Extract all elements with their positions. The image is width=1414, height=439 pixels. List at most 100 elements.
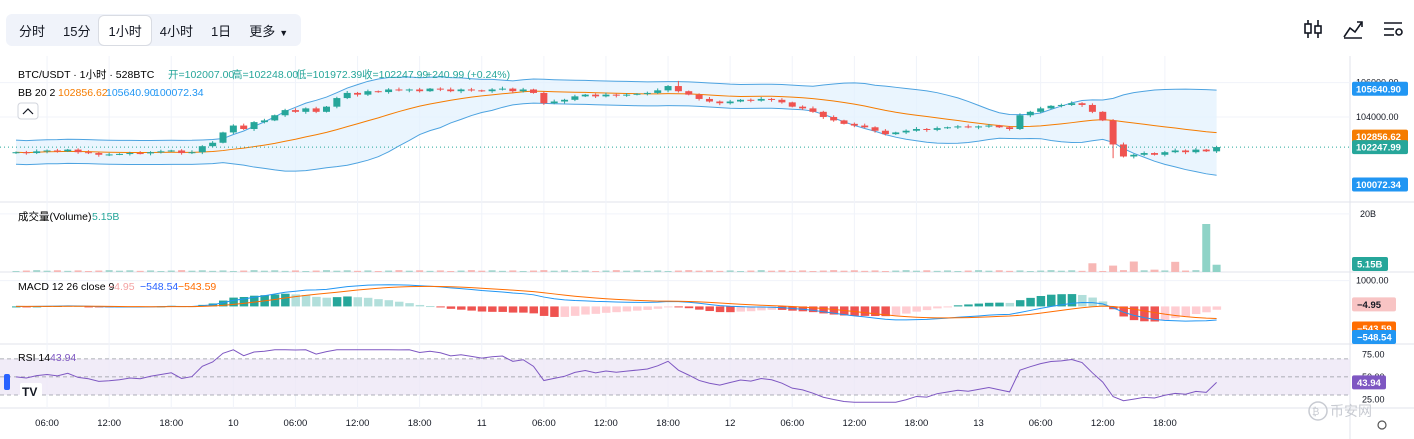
price-chart[interactable]: 06:00 12:00 18:00 10 06:00 12:00 18:00 11 06:00 1… [0, 56, 1414, 439]
volume-bar [426, 270, 434, 272]
collapse-legend-button[interactable] [17, 102, 39, 120]
candle-body [633, 93, 641, 95]
macd-tag-text: −543.59 [1357, 324, 1392, 335]
vol-tag-text: 5.15B [1357, 260, 1382, 271]
volume-bar [861, 270, 869, 272]
macd-hist-bar [953, 305, 963, 307]
volume-bar [705, 270, 713, 272]
volume-bar [643, 270, 651, 272]
vol-tag-bg [1352, 257, 1388, 271]
volume-bar [147, 270, 155, 272]
macd-hist-bar [1171, 306, 1180, 319]
candle-body [447, 89, 455, 92]
volume-bar [778, 270, 786, 272]
timeframe-tab-3[interactable]: 4小时 [159, 23, 193, 39]
candle-body [788, 102, 796, 107]
volume-bar [333, 270, 341, 272]
candle-body [954, 126, 962, 128]
volume-bar [654, 270, 662, 272]
macd-hist-bar [974, 303, 984, 307]
time-settings-icon[interactable] [1377, 420, 1387, 430]
volume-bar [1047, 270, 1055, 272]
macd-hist-bar [446, 306, 456, 309]
volume-spike [1202, 224, 1211, 272]
volume-bar [478, 270, 486, 272]
macd-y-tick: 1000.00 [1356, 276, 1389, 286]
candle-body [819, 111, 827, 117]
x-tick-label: 06:00 [532, 418, 556, 429]
macd-hist-bar [1005, 302, 1015, 307]
x-tick-label: 18:00 [905, 418, 929, 429]
candle-body [323, 106, 330, 112]
candle-body [354, 92, 362, 95]
candle-body [312, 108, 320, 112]
price-tag-close: 102247.99 [1352, 140, 1408, 155]
volume-bar [157, 270, 165, 272]
rsi-panel [0, 349, 1350, 403]
candle-body [654, 90, 662, 93]
macd-tag-text: −4.95 [1357, 300, 1382, 311]
watermark-text: 币安网 [1330, 403, 1372, 419]
pane-handle[interactable] [4, 374, 10, 390]
chevron-down-icon: ▼ [279, 27, 289, 38]
candle-body [333, 98, 341, 107]
candle-body [1182, 150, 1190, 153]
macd-hist-bar [633, 306, 642, 311]
timeframe-tab-2[interactable]: 1小时 [99, 15, 151, 45]
candle-body [229, 125, 237, 133]
volume-bar [1057, 270, 1065, 272]
volume-bar [416, 270, 424, 272]
volume-bar [136, 270, 144, 272]
macd-hist-bar [1202, 306, 1211, 313]
timeframe-tab-4[interactable]: 1日 [210, 23, 232, 39]
macd-hist-bar [684, 306, 694, 309]
compare-icon[interactable] [1340, 16, 1366, 42]
volume-bar [561, 270, 569, 272]
candle-body [457, 89, 465, 92]
macd-hist-bar [498, 306, 507, 312]
price-tag-upper: 105640.90 [1352, 81, 1408, 96]
candle-body [768, 98, 776, 100]
macd-hist-bar [1140, 306, 1149, 322]
macd-hist-bar [757, 306, 766, 311]
volume-bar [902, 270, 910, 272]
x-tick-label: 12:00 [594, 418, 618, 429]
candle-body [157, 151, 165, 153]
candle-body [1006, 127, 1014, 129]
macd-hist-bar [622, 306, 632, 312]
candle-body [498, 88, 506, 90]
candle-body [902, 130, 910, 133]
candle-body [871, 127, 879, 131]
volume-bar [354, 270, 362, 272]
macd-title: MACD 12 26 close 9 [18, 281, 114, 293]
volume-bar [840, 270, 848, 272]
candle-body [1037, 108, 1045, 112]
volume-bar [788, 270, 796, 272]
vol-tag: 5.15B [1352, 257, 1388, 271]
timeframe-tab-0[interactable]: 分时 [19, 23, 46, 39]
candle-body [737, 99, 744, 102]
volume-bar [1037, 270, 1045, 272]
volume-bar [364, 270, 372, 272]
macd-hist-bar [467, 306, 476, 311]
indicators-icon[interactable] [1300, 16, 1326, 42]
candle-body [799, 106, 807, 109]
macd-hist-bar [653, 306, 663, 309]
more-timeframes-button[interactable]: 更多 ▼ [240, 16, 297, 45]
macd-hist-bar [312, 296, 321, 307]
chart-toolbar-icons [1300, 16, 1406, 42]
macd-hist-bar [767, 306, 777, 310]
macd-hist-bar [477, 306, 487, 312]
macd-hist-bar [363, 297, 373, 307]
candle-body [12, 152, 20, 154]
candle-body [592, 94, 600, 97]
macd-hist-bar [1160, 306, 1170, 321]
volume-bar [799, 270, 807, 272]
volume-bar [540, 270, 548, 272]
macd-hist-bar [1129, 306, 1139, 321]
volume-bar [871, 270, 879, 272]
timeframe-tab-1[interactable]: 15分 [63, 23, 91, 39]
macd-hist-bar [1212, 306, 1222, 310]
settings-icon[interactable] [1380, 16, 1406, 42]
macd-tag-text: −548.54 [1357, 333, 1392, 344]
